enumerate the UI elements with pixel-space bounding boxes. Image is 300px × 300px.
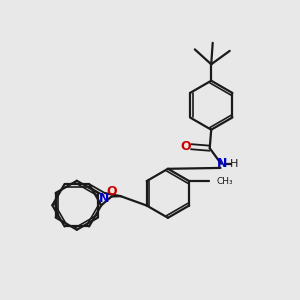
Text: CH₃: CH₃ bbox=[217, 177, 233, 186]
Text: H: H bbox=[230, 159, 238, 169]
Text: N: N bbox=[99, 192, 110, 205]
Text: N: N bbox=[217, 157, 227, 170]
Text: O: O bbox=[107, 185, 118, 198]
Text: O: O bbox=[181, 140, 191, 153]
